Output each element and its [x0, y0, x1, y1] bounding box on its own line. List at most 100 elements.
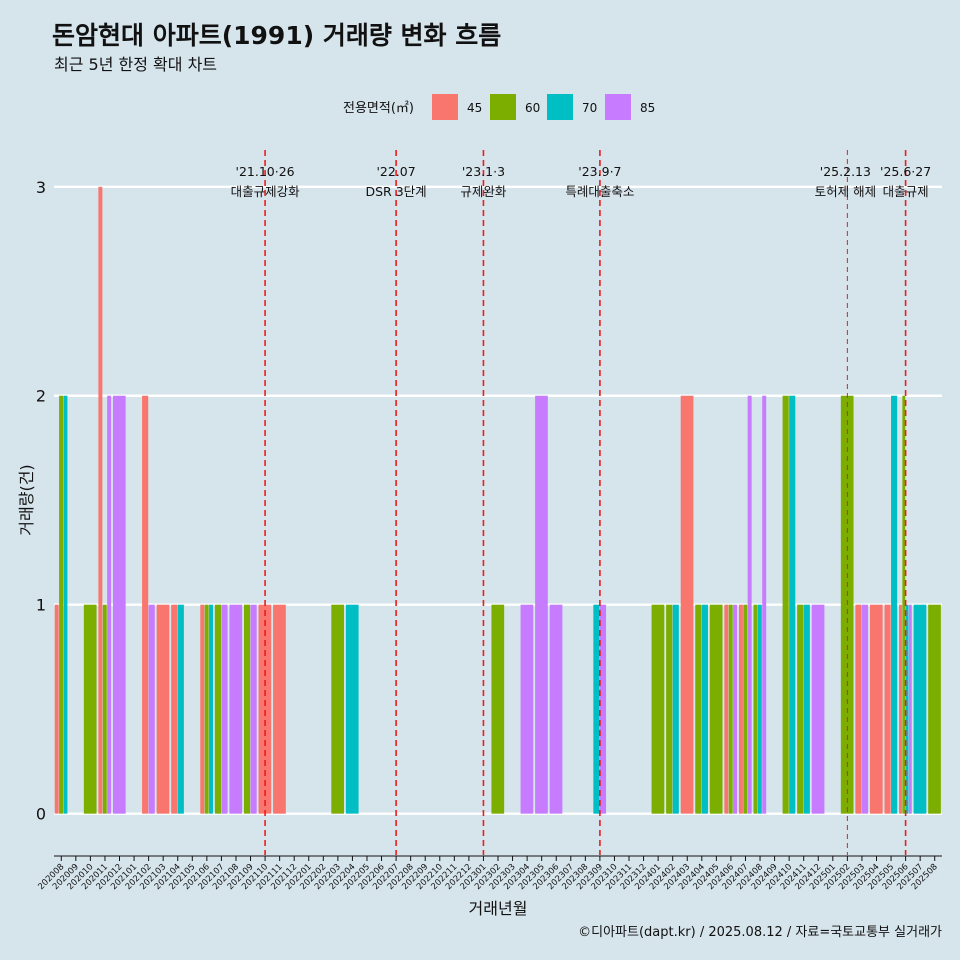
bar-202406-60	[728, 604, 733, 814]
legend-label-45: 45	[467, 101, 482, 115]
bar-202109-60	[243, 604, 251, 814]
y-tick-label: 0	[36, 805, 46, 824]
event-date: '21.10·26	[236, 164, 295, 179]
bar-202107-85	[221, 604, 228, 814]
bar-202306-85	[549, 604, 563, 814]
bar-202106-70	[209, 604, 214, 814]
legend-swatch-60	[490, 94, 516, 120]
events: '21.10·26 대출규제강화 '22.07 DSR 3단계 '23.1·3 규제완화 '…	[231, 150, 931, 855]
legend-swatch-70	[547, 94, 573, 120]
legend: 전용면적(㎡) 45 60 70 85	[343, 94, 655, 120]
legend-title: 전용면적(㎡)	[343, 101, 414, 116]
bar-202108-85	[229, 604, 243, 814]
bar-202111-45	[273, 604, 286, 814]
bar-202410-70	[789, 395, 796, 814]
bar-202011-85	[107, 395, 112, 814]
bar-202008-70	[63, 395, 68, 814]
legend-swatch-85	[605, 94, 631, 120]
bar-202506-85	[908, 604, 912, 814]
bar-202011-45	[98, 186, 103, 814]
legend-label-70: 70	[582, 101, 597, 115]
bar-202010-60	[83, 604, 97, 814]
x-axis: 2020082020092020102020112020122021012021…	[36, 855, 942, 892]
bar-202407-60	[743, 604, 748, 814]
y-tick-label: 2	[36, 387, 46, 406]
event-label: 특례대출축소	[565, 184, 634, 199]
bar-202506-60	[902, 395, 906, 814]
bar-202506-70	[905, 604, 909, 814]
event-label: 토허제 해제	[815, 184, 876, 199]
legend-label-85: 85	[640, 101, 655, 115]
bar-202102-45	[142, 395, 149, 814]
event-date: '23.9·7	[578, 164, 621, 179]
bar-202204-70	[345, 604, 359, 814]
bar-202008-60	[59, 395, 64, 814]
event-date: '23.1·3	[462, 164, 505, 179]
bar-202404-60	[695, 604, 702, 814]
bar-202304-85	[520, 604, 534, 814]
chart-title: 돈암현대 아파트(1991) 거래량 변화 흐름	[52, 21, 501, 50]
bar-202505-70	[891, 395, 898, 814]
bar-202407-85	[747, 395, 752, 814]
bar-202110-45	[258, 604, 272, 814]
bar-202503-45	[855, 604, 862, 814]
chart-subtitle: 최근 5년 한정 확대 차트	[54, 55, 217, 74]
bar-202305-85	[535, 395, 548, 814]
y-tick-label: 1	[36, 596, 46, 615]
bar-202104-45	[171, 604, 178, 814]
bar-202309-70	[593, 604, 600, 814]
bar-202109-85	[250, 604, 257, 814]
bar-202405-60	[709, 604, 723, 814]
bar-202402-60	[666, 604, 673, 814]
y-tick-label: 3	[36, 178, 46, 197]
bar-202505-45	[884, 604, 891, 814]
bar-202410-60	[782, 395, 789, 814]
bar-202407-45	[738, 604, 743, 814]
bar-202102-85	[148, 604, 155, 814]
bar-202104-70	[177, 604, 184, 814]
bar-202309-85	[599, 604, 607, 814]
bar-202106-60	[204, 604, 209, 814]
bar-202107-60	[214, 604, 222, 814]
bar-202011-60	[102, 604, 107, 814]
bar-202408-85	[762, 395, 767, 814]
bar-202106-45	[200, 604, 205, 814]
bar-202503-85	[861, 604, 869, 814]
bars	[54, 186, 941, 814]
bar-202406-85	[733, 604, 738, 814]
bar-202403-45	[680, 395, 694, 814]
event-date: '22.07	[376, 164, 415, 179]
event-label: 대출규제강화	[231, 184, 301, 199]
bar-202411-60	[797, 604, 804, 814]
bar-202203-60	[331, 604, 345, 814]
bar-202402-70	[672, 604, 679, 814]
event-date: '25.2.13	[820, 164, 871, 179]
event-date: '25.6·27	[880, 164, 931, 179]
legend-swatch-45	[432, 94, 458, 120]
bar-202302-60	[491, 604, 505, 814]
event-label: DSR 3단계	[366, 184, 427, 199]
bar-202012-85	[112, 395, 126, 814]
event-label: 대출규제	[883, 184, 929, 199]
bar-202412-85	[811, 604, 825, 814]
caption: ©디아파트(dapt.kr) / 2025.08.12 / 자료=국토교통부 실…	[578, 925, 942, 940]
event-label: 규제완화	[460, 184, 507, 199]
bar-202406-45	[724, 604, 729, 814]
legend-label-60: 60	[525, 101, 540, 115]
bar-202411-70	[803, 604, 810, 814]
bar-202504-45	[869, 604, 883, 814]
y-axis-label: 거래량(건)	[17, 464, 36, 535]
bar-202508-60	[928, 604, 941, 814]
bar-202408-60	[753, 604, 758, 814]
bar-202103-45	[156, 604, 170, 814]
bar-202008-45	[54, 604, 59, 814]
bar-202408-70	[757, 604, 762, 814]
bar-202404-70	[701, 604, 708, 814]
y-axis: 0 1 2 3	[36, 178, 46, 824]
x-axis-label: 거래년월	[469, 899, 528, 918]
bar-202506-45	[899, 604, 902, 814]
bar-202507-70	[913, 604, 927, 814]
bar-202401-60	[651, 604, 665, 814]
